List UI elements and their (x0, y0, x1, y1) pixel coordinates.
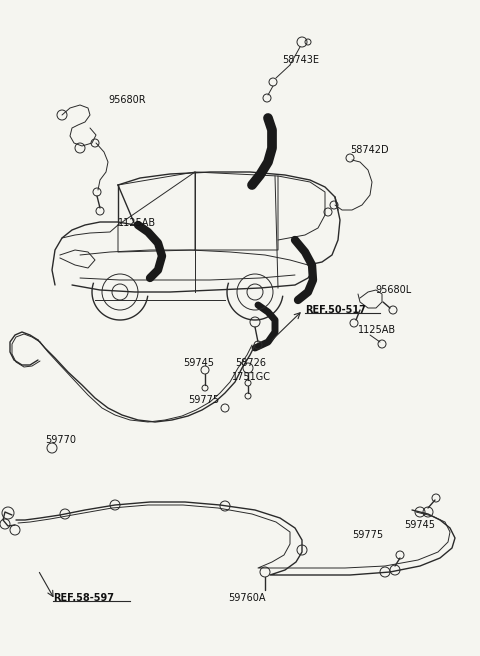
Text: 1125AB: 1125AB (358, 325, 396, 335)
Text: 58742D: 58742D (350, 145, 389, 155)
Text: 58726: 58726 (235, 358, 266, 368)
Text: 59775: 59775 (188, 395, 219, 405)
Text: 59775: 59775 (352, 530, 383, 540)
Text: 59745: 59745 (404, 520, 435, 530)
Text: 58743E: 58743E (282, 55, 319, 65)
Text: 59745: 59745 (183, 358, 214, 368)
Text: 95680L: 95680L (375, 285, 411, 295)
Text: REF.58-597: REF.58-597 (53, 593, 114, 603)
Text: 59770: 59770 (45, 435, 76, 445)
Text: 1125AB: 1125AB (118, 218, 156, 228)
Text: REF.50-517: REF.50-517 (305, 305, 366, 315)
Text: 59760A: 59760A (228, 593, 265, 603)
Text: 95680R: 95680R (108, 95, 145, 105)
Text: 1751GC: 1751GC (232, 372, 271, 382)
